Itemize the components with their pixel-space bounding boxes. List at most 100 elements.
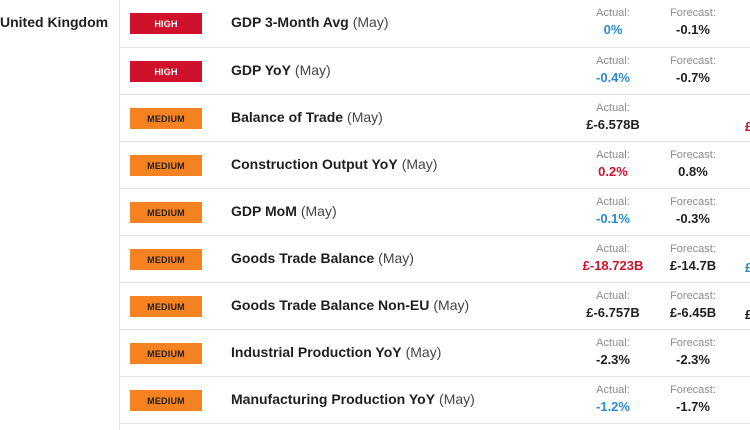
event-row[interactable]: MEDIUM Industrial Production YoY (May) Actu… xyxy=(120,330,750,377)
forecast-label: Forecast: xyxy=(670,55,716,67)
actual-value: -0.4% xyxy=(596,70,630,85)
event-row[interactable]: MEDIUM Construction Output YoY (May) Actual… xyxy=(120,142,750,189)
event-title[interactable]: Construction Output YoY (May) xyxy=(231,156,437,172)
previous-value-clipped: £ xyxy=(745,119,750,134)
actual-cell: Actual: 0% xyxy=(575,6,651,39)
forecast-label: Forecast: xyxy=(670,196,716,208)
actual-label: Actual: xyxy=(596,290,630,302)
event-name: Goods Trade Balance Non-EU xyxy=(231,297,430,313)
forecast-value: £-6.45B xyxy=(669,305,717,320)
event-title[interactable]: Goods Trade Balance Non-EU (May) xyxy=(231,297,469,313)
event-row[interactable]: MEDIUM Balance of Trade (May) Actual: £-6.57… xyxy=(120,95,750,142)
impact-badge: HIGH xyxy=(130,61,202,82)
event-title[interactable]: Balance of Trade (May) xyxy=(231,109,383,125)
forecast-value: -0.7% xyxy=(676,70,710,85)
events-list: HIGH GDP 3-Month Avg (May) Actual: 0% Forecas… xyxy=(120,0,750,424)
actual-value: £-18.723B xyxy=(582,258,644,273)
actual-label: Actual: xyxy=(596,102,630,114)
actual-value: -1.2% xyxy=(596,399,630,414)
actual-label: Actual: xyxy=(596,55,630,67)
actual-value: -2.3% xyxy=(596,352,630,367)
event-row[interactable]: HIGH GDP YoY (May) Actual: -0.4% Forecast: -0.… xyxy=(120,48,750,95)
forecast-value: £-14.7B xyxy=(669,258,717,273)
event-name: Balance of Trade xyxy=(231,109,344,125)
impact-badge: MEDIUM xyxy=(130,390,202,411)
event-period: (May) xyxy=(439,391,475,407)
event-title[interactable]: GDP 3-Month Avg (May) xyxy=(231,14,388,30)
actual-cell: Actual: -0.4% xyxy=(575,54,651,87)
actual-cell: Actual: -1.2% xyxy=(575,383,651,416)
event-row[interactable]: MEDIUM Manufacturing Production YoY (May) A… xyxy=(120,377,750,424)
impact-badge: MEDIUM xyxy=(130,108,202,129)
forecast-cell: Forecast: -0.7% xyxy=(656,54,730,87)
impact-badge: HIGH xyxy=(130,13,202,34)
event-period: (May) xyxy=(378,250,414,266)
forecast-cell: Forecast: -0.3% xyxy=(656,195,730,228)
actual-label: Actual: xyxy=(596,243,630,255)
impact-badge: MEDIUM xyxy=(130,155,202,176)
event-period: (May) xyxy=(294,62,331,78)
event-row[interactable]: HIGH GDP 3-Month Avg (May) Actual: 0% Forecas… xyxy=(120,0,750,48)
actual-label: Actual: xyxy=(596,196,630,208)
event-title[interactable]: Industrial Production YoY (May) xyxy=(231,344,441,360)
column-divider xyxy=(119,0,120,430)
event-period: (May) xyxy=(401,156,438,172)
forecast-cell: Forecast: -1.7% xyxy=(656,383,730,416)
impact-badge: MEDIUM xyxy=(130,343,202,364)
forecast-label: Forecast: xyxy=(670,337,716,349)
actual-value: 0% xyxy=(603,22,623,37)
forecast-label: Forecast: xyxy=(670,290,716,302)
actual-value: 0.2% xyxy=(598,164,628,179)
actual-value: £-6.757B xyxy=(586,305,640,320)
actual-cell: Actual: £-18.723B xyxy=(575,242,651,275)
forecast-label: Forecast: xyxy=(670,7,716,19)
forecast-label: Forecast: xyxy=(670,384,716,396)
event-title[interactable]: GDP YoY (May) xyxy=(231,62,331,78)
actual-cell: Actual: £-6.757B xyxy=(575,289,651,322)
forecast-value: -1.7% xyxy=(676,399,710,414)
actual-cell: Actual: 0.2% xyxy=(575,148,651,181)
event-name: Industrial Production YoY xyxy=(231,344,402,360)
event-period: (May) xyxy=(352,14,389,30)
event-row[interactable]: MEDIUM Goods Trade Balance (May) Actual: £-1… xyxy=(120,236,750,283)
event-name: GDP 3-Month Avg xyxy=(231,14,349,30)
event-period: (May) xyxy=(405,344,442,360)
event-title[interactable]: Goods Trade Balance (May) xyxy=(231,250,414,266)
event-row[interactable]: MEDIUM GDP MoM (May) Actual: -0.1% Forecast: -… xyxy=(120,189,750,236)
forecast-value: 0.8% xyxy=(678,164,708,179)
event-title[interactable]: GDP MoM (May) xyxy=(231,203,337,219)
forecast-label: Forecast: xyxy=(670,149,716,161)
event-name: Goods Trade Balance xyxy=(231,250,375,266)
forecast-cell: Forecast: 0.8% xyxy=(656,148,730,181)
event-period: (May) xyxy=(300,203,337,219)
forecast-value: -2.3% xyxy=(676,352,710,367)
forecast-cell: Forecast: -0.1% xyxy=(656,6,730,39)
forecast-value: -0.1% xyxy=(676,22,710,37)
impact-badge: MEDIUM xyxy=(130,202,202,223)
actual-label: Actual: xyxy=(596,337,630,349)
actual-cell: Actual: -2.3% xyxy=(575,336,651,369)
actual-label: Actual: xyxy=(596,149,630,161)
actual-label: Actual: xyxy=(596,384,630,396)
forecast-cell: Forecast: £-6.45B xyxy=(656,289,730,322)
event-period: (May) xyxy=(433,297,470,313)
forecast-value: -0.3% xyxy=(676,211,710,226)
event-row[interactable]: MEDIUM Goods Trade Balance Non-EU (May) Act… xyxy=(120,283,750,330)
forecast-label: Forecast: xyxy=(670,243,716,255)
previous-value-clipped: £ xyxy=(745,260,750,275)
event-name: GDP YoY xyxy=(231,62,291,78)
actual-cell: Actual: £-6.578B xyxy=(575,101,651,134)
forecast-cell: Forecast: -2.3% xyxy=(656,336,730,369)
actual-value: £-6.578B xyxy=(586,117,640,132)
country-label: United Kingdom xyxy=(0,14,109,30)
event-title[interactable]: Manufacturing Production YoY (May) xyxy=(231,391,475,407)
event-name: Construction Output YoY xyxy=(231,156,398,172)
event-name: Manufacturing Production YoY xyxy=(231,391,436,407)
forecast-cell: Forecast: £-14.7B xyxy=(656,242,730,275)
actual-cell: Actual: -0.1% xyxy=(575,195,651,228)
impact-badge: MEDIUM xyxy=(130,296,202,317)
previous-value-clipped: £ xyxy=(745,307,750,322)
impact-badge: MEDIUM xyxy=(130,249,202,270)
actual-value: -0.1% xyxy=(596,211,630,226)
actual-label: Actual: xyxy=(596,7,630,19)
